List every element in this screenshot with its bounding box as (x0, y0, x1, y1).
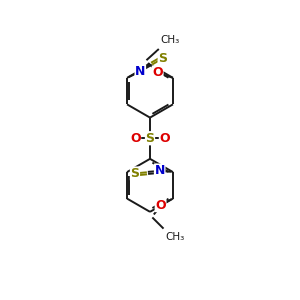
Text: S: S (146, 132, 154, 145)
Text: N: N (135, 65, 146, 78)
Text: O: O (155, 199, 166, 212)
Text: CH₃: CH₃ (160, 35, 179, 46)
Text: S: S (130, 167, 140, 180)
Text: O: O (130, 132, 141, 145)
Text: O: O (152, 66, 163, 79)
Text: N: N (154, 164, 165, 177)
Text: CH₃: CH₃ (165, 232, 184, 242)
Text: O: O (159, 132, 170, 145)
Text: S: S (158, 52, 167, 65)
